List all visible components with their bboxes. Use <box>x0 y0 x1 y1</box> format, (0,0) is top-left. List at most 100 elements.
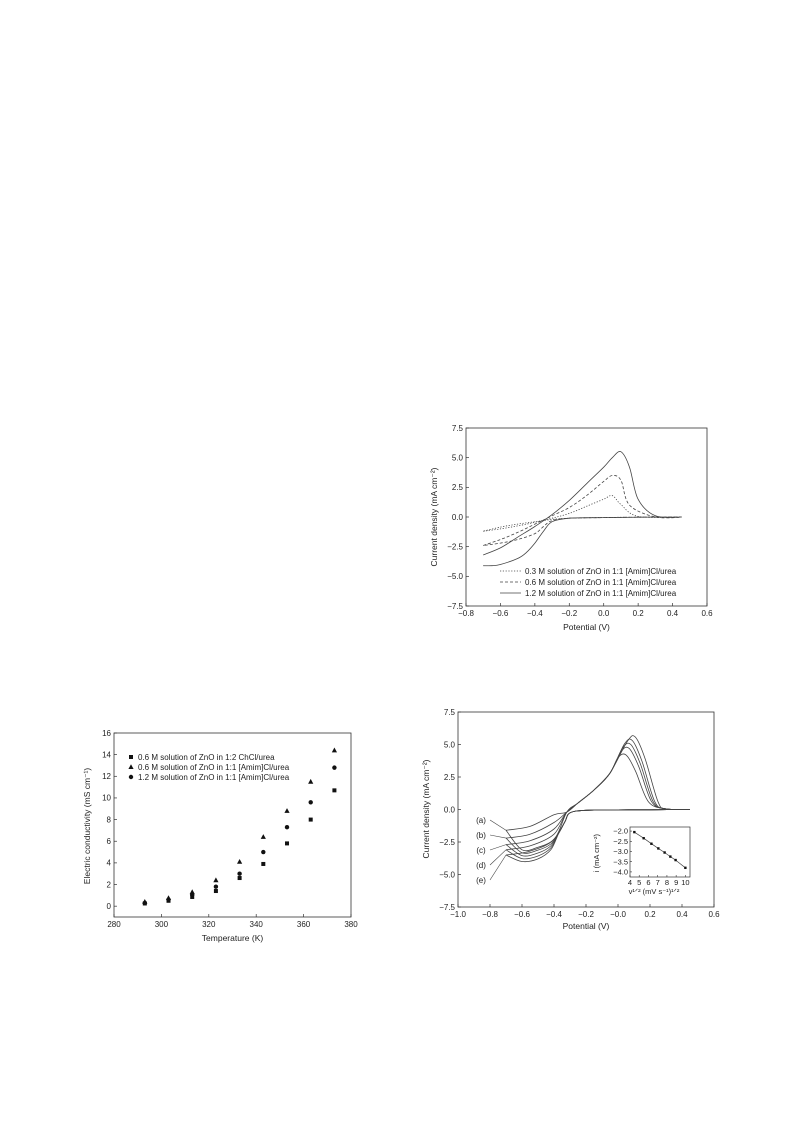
inset-point <box>663 851 666 854</box>
square-point <box>237 876 242 881</box>
y-tick-label: −2.5 <box>439 838 455 847</box>
y-tick-label: −7.5 <box>447 602 463 611</box>
cv-forward-sweep <box>505 753 691 831</box>
square-point <box>285 841 290 846</box>
curve-label-pointer <box>489 834 507 839</box>
inset-x-tick-label: 5 <box>637 878 641 887</box>
inset-point <box>633 830 636 834</box>
circle-point <box>261 849 266 855</box>
y-tick-label: 7.5 <box>452 424 464 433</box>
x-tick-label: 360 <box>297 920 311 929</box>
y-tick-label: −5.0 <box>447 572 463 581</box>
x-tick-label: −0.0 <box>610 910 626 919</box>
inset-point <box>669 855 672 858</box>
chart-conductivity: 280 300 320 340 360 380 0 2 4 6 8 10 12 14 16 Temperatu… <box>82 729 358 943</box>
circle-point <box>308 800 313 805</box>
x-tick-label: 0.2 <box>644 910 656 919</box>
y-tick-label: 2 <box>107 880 112 889</box>
x-tick-label: −0.6 <box>514 910 530 919</box>
square-point <box>261 861 266 866</box>
x-tick-label: 380 <box>344 920 358 929</box>
cv-forward-sweep <box>505 746 691 839</box>
x-tick-label: 280 <box>107 920 121 929</box>
triangle-point <box>284 808 290 813</box>
y-tick-label: 8 <box>107 815 112 824</box>
y-tick-label: 16 <box>102 729 111 738</box>
y-axis-label: Current density (mA cm⁻²) <box>429 467 439 566</box>
inset-point <box>642 837 645 840</box>
legend-marker <box>129 755 133 759</box>
inset-x-tick-label: 6 <box>646 878 650 887</box>
x-tick-label: 0.4 <box>667 609 679 618</box>
square-point <box>332 788 337 793</box>
inset-point <box>657 847 660 850</box>
triangle-point <box>331 747 338 753</box>
inset-point <box>650 842 653 845</box>
legend-label: 0.6 M solution of ZnO in 1:1 [Amim]Cl/ur… <box>525 578 677 587</box>
legend-marker <box>128 764 134 769</box>
x-tick-label: −1.0 <box>450 910 466 919</box>
circle-point <box>142 900 148 906</box>
x-tick-label: −0.4 <box>546 910 562 919</box>
x-tick-label: 0.6 <box>708 910 720 919</box>
legend-marker <box>128 774 134 780</box>
square-point <box>308 817 313 822</box>
legend-label: 1.2 M solution of ZnO in 1:1 [Amim]Cl/ur… <box>138 773 290 782</box>
y-tick-label: 7.5 <box>444 708 456 717</box>
y-tick-label: 0.0 <box>444 805 456 814</box>
inset-point <box>684 866 687 870</box>
inset-x-tick-label: 7 <box>656 878 660 887</box>
y-tick-label: 10 <box>102 794 111 803</box>
x-tick-label: 0.0 <box>598 609 610 618</box>
triangle-point <box>260 834 266 839</box>
inset-y-tick-label: −3.5 <box>613 857 628 866</box>
triangle-point <box>237 859 243 864</box>
y-tick-label: 2.5 <box>444 773 456 782</box>
x-tick-label: 340 <box>250 920 264 929</box>
x-tick-label: 320 <box>202 920 216 929</box>
cv-curve-2 <box>483 475 682 546</box>
triangle-point <box>189 889 195 895</box>
inset-y-axis-label: i (mA cm⁻²) <box>592 833 601 872</box>
inset-point <box>674 858 677 862</box>
x-tick-label: 0.2 <box>633 609 645 618</box>
circle-point <box>213 884 219 889</box>
cv-curve-1 <box>483 495 682 532</box>
curve-label: (b) <box>476 831 486 840</box>
inset-y-tick-label: −2.5 <box>613 837 628 846</box>
x-tick-label: 300 <box>155 920 169 929</box>
y-tick-label: 14 <box>102 750 111 759</box>
y-axis-label: Current density (mA cm⁻²) <box>421 759 431 858</box>
circle-point <box>284 824 290 830</box>
y-tick-label: 4 <box>107 859 112 868</box>
inset-y-tick-label: −3.0 <box>613 847 628 856</box>
x-tick-label: 0.4 <box>676 910 688 919</box>
inset-x-tick-label: 4 <box>628 878 632 887</box>
legend-label: 1.2 M solution of ZnO in 1:1 [Amim]Cl/ur… <box>525 589 677 598</box>
y-axis-label: Electric conductivity (mS cm⁻¹) <box>82 768 92 885</box>
x-tick-label: −0.8 <box>458 609 474 618</box>
inset-x-tick-label: 8 <box>665 878 669 887</box>
inset-y-tick-label: −2.0 <box>613 827 628 836</box>
curve-label-pointer <box>489 854 507 881</box>
curve-label-pointer <box>489 844 507 851</box>
inset-plot: 4 5 6 7 8 9 10 −2.0−2.5−3.0−3.5−4.0 v¹ᐟ² (mV s⁻¹… <box>592 826 691 896</box>
circle-point <box>237 871 242 876</box>
x-tick-label: −0.2 <box>578 910 594 919</box>
y-tick-label: 2.5 <box>452 483 464 492</box>
y-tick-label: 5.0 <box>452 453 464 462</box>
curve-label: (c) <box>476 846 486 855</box>
circle-point <box>332 765 337 770</box>
inset-x-tick-label: 9 <box>674 878 678 887</box>
circle-point <box>166 897 171 902</box>
legend-label: 0.6 M solution of ZnO in 1:1 [Amim]Cl/ur… <box>138 763 290 772</box>
x-axis-label: Temperature (K) <box>202 933 264 943</box>
inset-y-tick-label: −4.0 <box>613 867 628 876</box>
triangle-point <box>308 778 314 784</box>
curve-label: (d) <box>476 861 486 870</box>
chart-cv-scanrate: −1.0 −0.8 −0.6 −0.4 −0.2 −0.0 0.2 0.4 0.6 7.5 5.0 2… <box>421 708 720 931</box>
x-tick-label: −0.4 <box>527 609 543 618</box>
legend-label: 0.6 M solution of ZnO in 1:2 ChCl/urea <box>138 753 275 762</box>
y-tick-label: −2.5 <box>447 542 463 551</box>
